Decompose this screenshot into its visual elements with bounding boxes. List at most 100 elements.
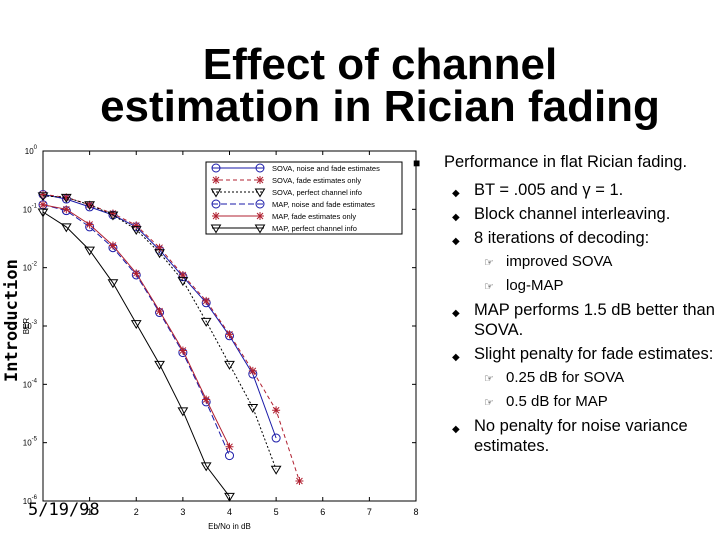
data-point: [155, 243, 164, 252]
bullet-text: Block channel interleaving.: [474, 205, 671, 223]
x-tick-label: 5: [274, 507, 279, 517]
data-point: [212, 176, 220, 184]
data-point: [271, 433, 281, 443]
legend-label: MAP, perfect channel info: [272, 224, 357, 233]
series-group: [39, 190, 304, 486]
data-point: [60, 193, 72, 203]
data-point: [225, 330, 234, 339]
legend-box: [205, 161, 403, 235]
bullet-text: log-MAP: [506, 277, 564, 294]
y-tick-label: 10-1: [23, 203, 38, 214]
data-point: [85, 200, 94, 209]
data-point: [202, 395, 211, 404]
data-point: [211, 163, 221, 173]
x-tick-label: 2: [134, 507, 139, 517]
sub-bullet-item: ◆ Block channel interleaving.: [408, 204, 720, 224]
bullet-list: ■ Performance in flat Rician fading. ◆ BT =…: [408, 152, 720, 460]
data-point: [224, 360, 235, 370]
data-point: [154, 360, 165, 370]
data-point: [84, 201, 96, 211]
data-point: [85, 220, 94, 229]
bullet-text: 8 iterations of decoding:: [474, 229, 650, 247]
data-point: [212, 212, 220, 220]
legend-label: MAP, noise and fade estimates: [272, 200, 375, 209]
data-point: [225, 451, 234, 461]
legend-label: SOVA, perfect channel info: [272, 188, 362, 197]
data-point: [248, 366, 257, 375]
series-line: [42, 204, 230, 448]
y-tick-label: 10-6: [23, 495, 38, 506]
data-point: [211, 199, 221, 209]
bullet-marker-icon: ☞: [484, 373, 494, 385]
bullet-marker-icon: ◆: [452, 212, 460, 223]
sub-bullet-item: ◆ MAP performs 1.5 dB better than SOVA.: [408, 300, 720, 340]
data-point: [295, 477, 304, 486]
series-group: [39, 200, 234, 451]
data-point: [178, 346, 187, 355]
data-point: [60, 223, 72, 233]
data-point: [225, 442, 234, 451]
bullet-text: BT = .005 and γ = 1.: [474, 181, 624, 199]
title-line-1: Effect of channel: [202, 40, 558, 89]
bullet-marker-icon: ◆: [452, 188, 460, 199]
bullet-marker-icon: ☞: [484, 397, 494, 409]
data-point: [130, 226, 142, 236]
sub-bullet-item: ◆ No penalty for noise variance estimates…: [408, 416, 720, 456]
data-point: [154, 249, 165, 259]
data-point: [270, 465, 282, 475]
sub-bullet-item: ◆ Slight penalty for fade estimates:: [408, 344, 720, 364]
data-point: [37, 192, 49, 202]
bullet-marker-icon: ☞: [484, 257, 494, 269]
bullet-text: No penalty for noise variance estimates.: [474, 417, 688, 455]
y-axis-label: BER: [22, 318, 31, 335]
bullet-text: MAP performs 1.5 dB better than SOVA.: [474, 301, 715, 339]
bullet-text: Performance in flat Rician fading.: [444, 153, 688, 171]
legend-label: SOVA, fade estimates only: [272, 176, 361, 185]
bullet-text: 0.25 dB for SOVA: [506, 369, 625, 386]
data-point: [39, 190, 47, 199]
sub-sub-bullet-item: ☞ improved SOVA: [408, 252, 720, 272]
bullet-item: ■ Performance in flat Rician fading.: [408, 152, 720, 172]
series-group: [37, 208, 235, 502]
data-point: [62, 205, 71, 214]
series-line: [42, 211, 230, 497]
data-point: [256, 176, 264, 184]
y-tick-label: 10-5: [23, 437, 38, 448]
data-point: [272, 406, 281, 415]
data-point: [224, 492, 235, 502]
data-point: [255, 163, 265, 173]
bullet-marker-icon: ◆: [452, 424, 460, 435]
data-point: [108, 241, 117, 250]
sub-bullet-item: ◆ BT = .005 and γ = 1.: [408, 180, 720, 200]
sub-sub-bullet-item: ☞ 0.5 dB for MAP: [408, 392, 720, 412]
legend-label: MAP, fade estimates only: [272, 212, 356, 221]
data-point: [256, 212, 264, 220]
data-point: [155, 307, 164, 316]
x-tick-label: 3: [180, 507, 185, 517]
x-tick-label: 6: [320, 507, 325, 517]
data-point: [107, 211, 119, 221]
bullet-marker-icon: ■: [413, 156, 421, 170]
data-point: [178, 270, 187, 279]
data-point: [200, 317, 212, 327]
data-point: [254, 224, 266, 234]
sub-bullet-item: ◆ 8 iterations of decoding:: [408, 228, 720, 248]
series-line: [42, 195, 277, 470]
data-point: [210, 224, 222, 234]
data-point: [37, 208, 49, 218]
sub-sub-bullet-item: ☞ log-MAP: [408, 276, 720, 296]
bullet-text: 0.5 dB for MAP: [506, 393, 608, 410]
series-line: [42, 193, 300, 482]
data-point: [107, 279, 119, 289]
x-axis-label: Eb/No in dB: [208, 522, 251, 531]
bullet-marker-icon: ☞: [484, 281, 494, 293]
data-point: [254, 188, 266, 198]
data-point: [177, 277, 189, 287]
data-point: [62, 193, 71, 202]
data-point: [210, 188, 222, 198]
data-point: [132, 269, 141, 278]
date-label: 5/19/98: [28, 500, 100, 520]
x-tick-label: 1: [87, 507, 92, 517]
data-point: [39, 200, 47, 209]
